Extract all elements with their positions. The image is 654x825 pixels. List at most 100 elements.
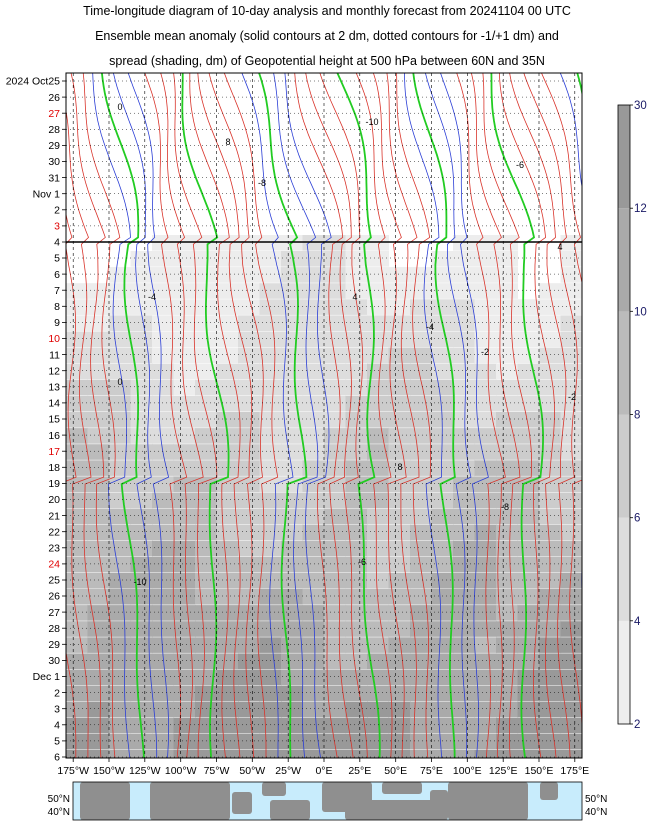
spread-cell: [345, 379, 368, 396]
spread-cell: [453, 460, 476, 476]
spread-cell: [259, 556, 282, 573]
spread-cell: [238, 476, 261, 492]
spread-cell: [173, 589, 196, 605]
spread-cell: [302, 653, 325, 669]
spread-cell: [195, 524, 218, 541]
spread-cell: [109, 589, 132, 605]
y-tick-label: Dec 1: [33, 671, 61, 683]
spread-cell: [539, 717, 562, 734]
anomaly-contours: 0 8 -8 -10 -6 -4 4 -2 0 8 -8 -10 -6 -4 4 -2: [66, 73, 582, 758]
spread-cell: [259, 733, 282, 750]
spread-cell: [410, 653, 433, 669]
spread-cell: [216, 283, 239, 299]
spread-cell: [195, 251, 218, 267]
spread-cell: [539, 669, 562, 686]
spread-cell: [367, 267, 390, 283]
contour-label: -4: [426, 322, 434, 332]
map-land: [80, 782, 130, 820]
spread-cell: [367, 589, 390, 605]
spread-cell: [281, 315, 304, 331]
spread-cell: [87, 315, 110, 331]
spread-cell: [259, 476, 282, 492]
spread-cell: [324, 251, 347, 267]
spread-cell: [496, 621, 519, 637]
spread-cell: [109, 621, 132, 637]
spread-cell: [195, 267, 218, 283]
spread-cell: [130, 395, 153, 412]
spread-cell: [152, 524, 175, 541]
contour-line: [144, 73, 188, 758]
spread-cell: [238, 733, 261, 750]
spread-cell: [410, 267, 433, 283]
contour-label: 8: [225, 137, 230, 147]
spread-cell: [453, 524, 476, 541]
spread-cell: [238, 717, 261, 734]
spread-cell: [173, 573, 196, 589]
spread-cell: [517, 460, 540, 476]
colorbar-label: 2: [634, 719, 640, 731]
x-tick-label: 125°W: [129, 765, 161, 777]
spread-cell: [281, 540, 304, 557]
spread-cell: [281, 395, 304, 412]
contour-line: [127, 73, 170, 758]
spread-cell: [453, 299, 476, 315]
spread-cell: [388, 637, 411, 653]
spread-cell: [324, 379, 347, 396]
spread-cell: [109, 508, 132, 525]
spread-cell: [474, 299, 497, 315]
spread-cell: [367, 653, 390, 669]
spread-cell: [345, 412, 368, 428]
spread-cell: [517, 347, 540, 364]
y-tick-label: 2: [54, 687, 60, 699]
spread-cell: [345, 444, 368, 460]
spread-cell: [66, 347, 89, 364]
spread-cell: [367, 299, 390, 315]
spread-cell: [259, 283, 282, 299]
spread-cell: [302, 299, 325, 315]
spread-cell: [173, 267, 196, 283]
spread-cell: [302, 685, 325, 702]
spread-cell: [216, 637, 239, 653]
spread-cell: [474, 363, 497, 380]
spread-cell: [345, 267, 368, 283]
spread-cell: [173, 476, 196, 492]
spread-cell: [453, 621, 476, 637]
spread-cell: [324, 444, 347, 460]
spread-cell: [431, 508, 454, 525]
spread-cell: [302, 508, 325, 525]
spread-cell: [66, 637, 89, 653]
spread-cell: [152, 508, 175, 525]
spread-cell: [345, 460, 368, 476]
spread-cell: [453, 653, 476, 669]
spread-cell: [302, 460, 325, 476]
spread-cell: [195, 653, 218, 669]
spread-cell: [539, 750, 562, 758]
spread-cell: [109, 267, 132, 283]
contour-line: [294, 73, 344, 758]
y-tick-label: 24: [48, 559, 60, 571]
spread-cell: [496, 733, 519, 750]
spread-cell: [216, 556, 239, 573]
spread-cell: [453, 717, 476, 734]
spread-cell: [453, 733, 476, 750]
spread-cell: [453, 283, 476, 299]
spread-cell: [517, 653, 540, 669]
colorbar-segment: [618, 208, 630, 312]
x-tick-label: 100°W: [165, 765, 197, 777]
spread-cell: [431, 685, 454, 702]
spread-cell: [152, 733, 175, 750]
colorbar-label: 8: [634, 410, 640, 422]
spread-cell: [238, 524, 261, 541]
spread-cell: [345, 508, 368, 525]
spread-cell: [216, 251, 239, 267]
spread-cell: [410, 524, 433, 541]
y-tick-label: 10: [48, 333, 60, 345]
spread-cell: [367, 444, 390, 460]
spread-cell: [410, 701, 433, 718]
spread-cell: [474, 347, 497, 364]
spread-cell: [431, 444, 454, 460]
contour-line: [509, 73, 567, 758]
spread-cell: [345, 363, 368, 380]
spread-cell: [259, 299, 282, 315]
spread-cell: [345, 621, 368, 637]
